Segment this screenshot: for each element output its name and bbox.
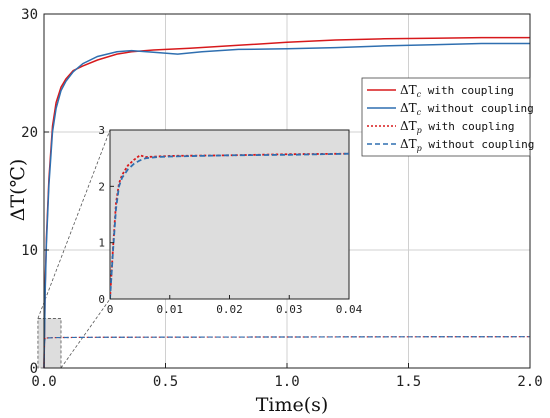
zoom-connector (60, 298, 111, 369)
legend-symbol: ΔT (400, 101, 417, 115)
inset-y-tick-label: 2 (98, 180, 105, 193)
legend-symbol: ΔT (400, 119, 417, 133)
x-axis-title: Time(s) (256, 394, 329, 416)
inset-y-tick-label: 0 (98, 293, 105, 306)
x-tick-label: 2.0 (517, 374, 542, 390)
x-tick-label: 1.5 (396, 374, 421, 390)
inset-y-tick-label: 3 (98, 124, 105, 137)
legend-subscript: c (417, 90, 422, 99)
zoom-box (37, 318, 62, 369)
inset-x-tick-label: 0 (107, 303, 114, 316)
inset-x-tick-label: 0.03 (276, 303, 303, 316)
inset-x-tick-label: 0.01 (157, 303, 184, 316)
legend-label: ΔTc without coupling (400, 101, 534, 117)
legend-symbol: ΔT (400, 83, 417, 97)
inset-series-line (110, 152, 349, 299)
y-tick-label: 30 (21, 7, 38, 23)
legend-suffix: with coupling (422, 120, 515, 133)
y-tick-label: 20 (21, 125, 38, 141)
x-tick-label: 1.0 (274, 374, 299, 390)
legend-box (361, 77, 531, 157)
inset-x-tick-label: 0.02 (216, 303, 243, 316)
legend-suffix: without coupling (422, 138, 535, 151)
inset-series-lines (110, 152, 349, 299)
legend-suffix: with coupling (421, 84, 514, 97)
series-line (43, 42, 530, 369)
inset-background (109, 129, 350, 300)
legend-suffix: without coupling (421, 102, 534, 115)
inset-plot: 0 0.01 0.02 0.03 0.04 0 1 2 3 (98, 124, 362, 316)
y-tick-label: 0 (30, 361, 38, 377)
zoom-connector (37, 129, 111, 319)
legend-subscript: c (417, 108, 422, 117)
legend-subscript: p (417, 126, 422, 135)
legend-label: ΔTc with coupling (400, 83, 514, 99)
legend-symbol: ΔT (400, 137, 417, 151)
y-tick-label: 10 (21, 243, 38, 259)
x-tick-label: 0.5 (153, 374, 178, 390)
inset-y-tick-label: 1 (98, 237, 105, 250)
x-tick-label: 0.0 (31, 374, 56, 390)
legend-label: ΔTp without coupling (400, 137, 534, 153)
y-axis-title: ΔT(℃) (7, 159, 29, 221)
legend-subscript: p (417, 144, 422, 153)
legend-label: ΔTp with coupling (400, 119, 515, 135)
inset-x-tick-label: 0.04 (336, 303, 363, 316)
